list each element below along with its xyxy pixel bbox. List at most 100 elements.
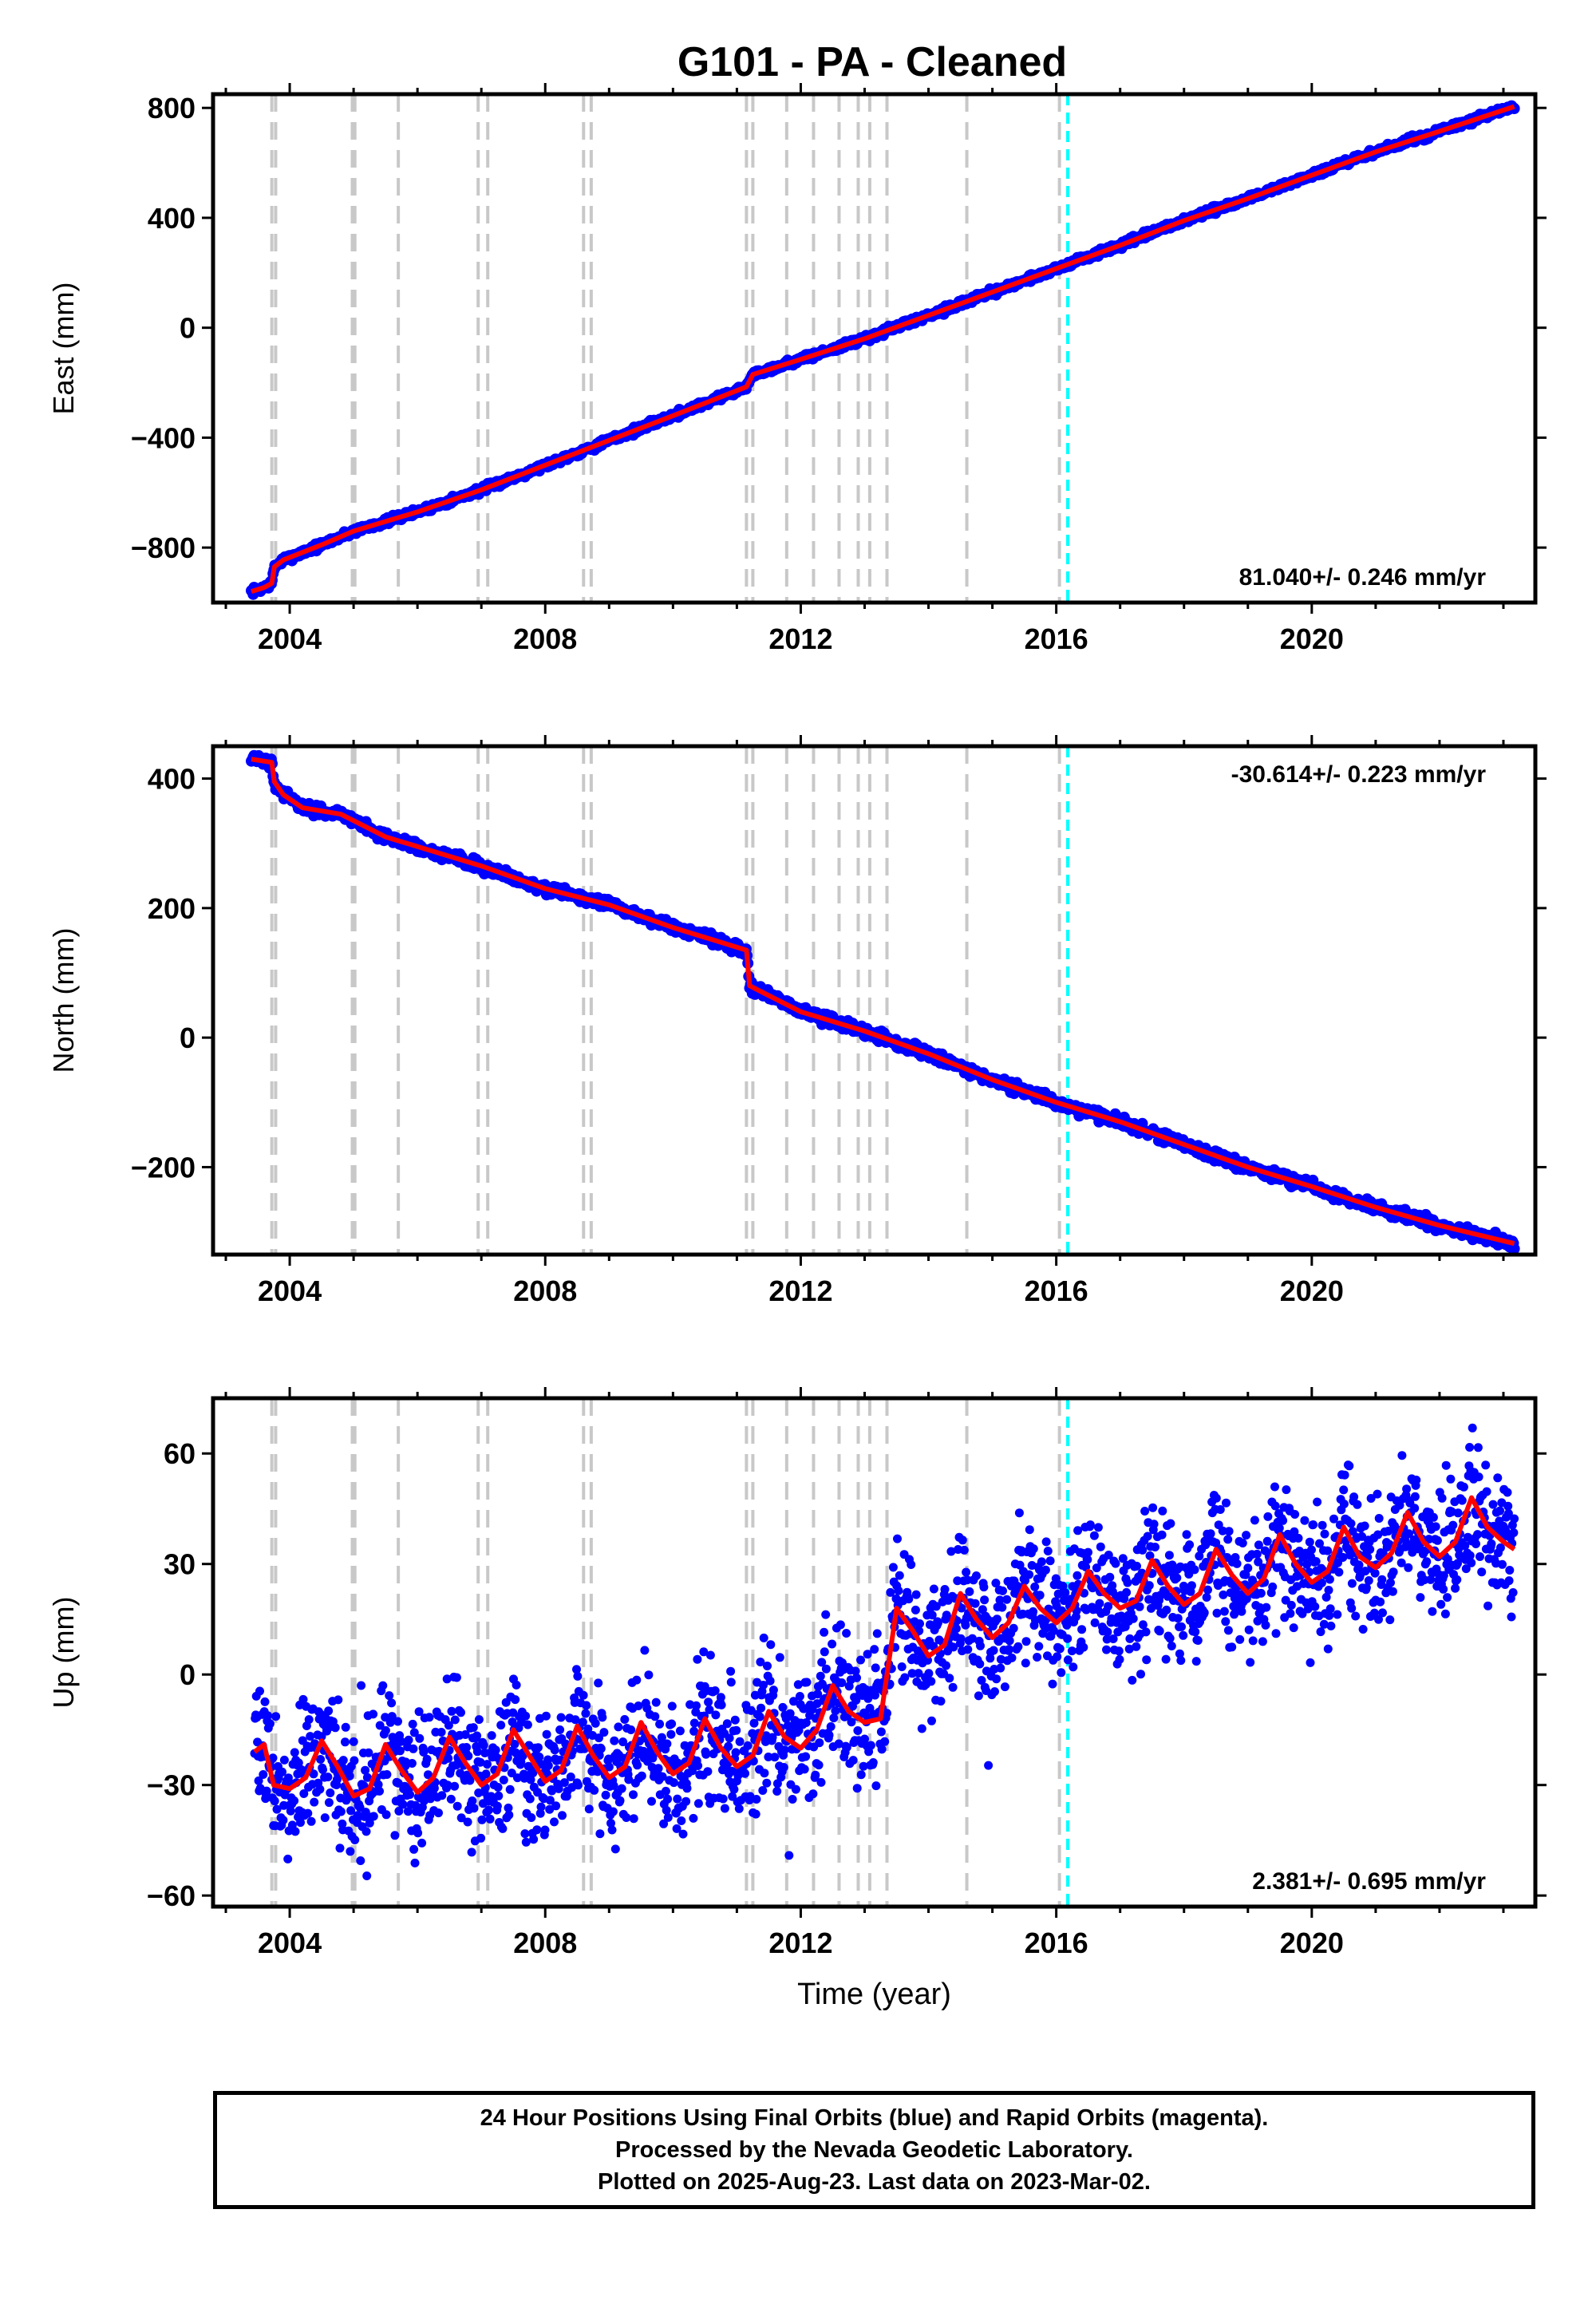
data-point <box>523 1761 533 1771</box>
data-point <box>1346 1519 1356 1528</box>
data-point <box>770 1753 780 1762</box>
data-point <box>595 1733 603 1743</box>
y-tick-label: −200 <box>131 1151 196 1184</box>
data-point <box>746 1705 756 1715</box>
data-point <box>940 1585 950 1594</box>
data-point <box>1315 1539 1324 1548</box>
data-point <box>716 1693 725 1702</box>
data-point <box>1000 1682 1009 1692</box>
data-point <box>1244 1625 1254 1634</box>
data-point <box>614 1722 623 1732</box>
data-point <box>361 1765 370 1775</box>
x-tick-label: 2008 <box>513 622 577 655</box>
data-point <box>296 1818 305 1828</box>
data-point <box>868 1758 878 1767</box>
data-point <box>1374 1614 1383 1624</box>
data-point <box>1164 1551 1174 1560</box>
data-point <box>477 1815 487 1824</box>
data-point <box>1329 1514 1338 1524</box>
data-point <box>851 1696 861 1705</box>
data-point <box>1104 1602 1113 1611</box>
y-tick-label: 400 <box>148 202 196 235</box>
data-point <box>1172 1573 1182 1583</box>
x-tick-label: 2012 <box>768 622 832 655</box>
data-point <box>1136 1670 1145 1679</box>
data-point <box>1191 1657 1201 1666</box>
data-point <box>323 1773 333 1782</box>
y-tick-label: 800 <box>148 92 196 124</box>
data-point <box>1325 1575 1334 1584</box>
data-point <box>904 1595 914 1604</box>
x-tick-label: 2020 <box>1280 1275 1344 1307</box>
data-point <box>1175 1649 1184 1658</box>
data-point <box>666 1729 676 1739</box>
y-tick-label: 0 <box>180 1022 196 1054</box>
data-point <box>659 1819 669 1828</box>
data-point <box>346 1806 356 1816</box>
data-point <box>1347 1603 1357 1613</box>
data-point <box>914 1669 923 1678</box>
data-point <box>425 1713 434 1722</box>
data-point <box>554 1784 563 1793</box>
data-point <box>417 1838 427 1848</box>
data-point <box>620 1715 630 1724</box>
data-point <box>550 1745 559 1755</box>
data-point <box>415 1733 425 1743</box>
data-point <box>667 1701 677 1711</box>
data-point <box>1388 1587 1397 1596</box>
data-point <box>341 1722 350 1732</box>
data-point <box>820 1647 829 1657</box>
data-point <box>434 1808 443 1818</box>
data-point <box>791 1784 800 1794</box>
data-point <box>1041 1565 1050 1575</box>
data-point <box>1176 1656 1186 1666</box>
data-point <box>604 1762 614 1772</box>
data-point <box>866 1741 875 1750</box>
data-points <box>246 749 1520 1255</box>
data-point <box>310 1797 319 1807</box>
data-point <box>324 1798 334 1808</box>
data-point <box>1069 1662 1078 1672</box>
data-point <box>346 1847 355 1856</box>
data-point <box>1202 1593 1211 1602</box>
data-point <box>1302 1559 1312 1569</box>
data-point <box>1254 1557 1263 1567</box>
data-point <box>688 1766 697 1776</box>
data-point <box>349 1737 358 1746</box>
data-point <box>1007 1653 1017 1662</box>
data-point <box>968 1634 977 1643</box>
data-point <box>608 1807 618 1816</box>
data-point <box>766 1640 776 1650</box>
data-point <box>772 1787 782 1796</box>
data-point <box>521 1837 531 1847</box>
data-point <box>591 1718 600 1728</box>
data-point <box>842 1743 851 1752</box>
data-point <box>931 1602 941 1611</box>
data-point <box>1114 1646 1124 1656</box>
data-point <box>526 1775 535 1784</box>
data-point <box>1305 1537 1314 1547</box>
data-point <box>1102 1634 1112 1644</box>
data-point <box>361 1827 371 1836</box>
data-point <box>1376 1597 1385 1607</box>
data-point <box>871 1663 880 1673</box>
data-point <box>710 1686 720 1695</box>
data-point <box>485 1814 495 1824</box>
data-point <box>730 1715 740 1725</box>
model-line <box>251 104 1515 595</box>
data-point <box>1274 1524 1284 1533</box>
data-point <box>442 1674 452 1684</box>
data-point <box>1009 1623 1018 1633</box>
data-point <box>1193 1636 1203 1645</box>
data-point <box>510 1740 519 1749</box>
data-point <box>965 1587 974 1596</box>
data-point <box>1334 1567 1344 1577</box>
data-point <box>1013 1642 1023 1651</box>
data-point <box>1386 1578 1395 1587</box>
data-point <box>618 1737 628 1747</box>
data-point <box>1309 1520 1318 1529</box>
data-point <box>836 1620 845 1630</box>
data-point <box>1104 1551 1113 1559</box>
data-point <box>980 1595 990 1605</box>
